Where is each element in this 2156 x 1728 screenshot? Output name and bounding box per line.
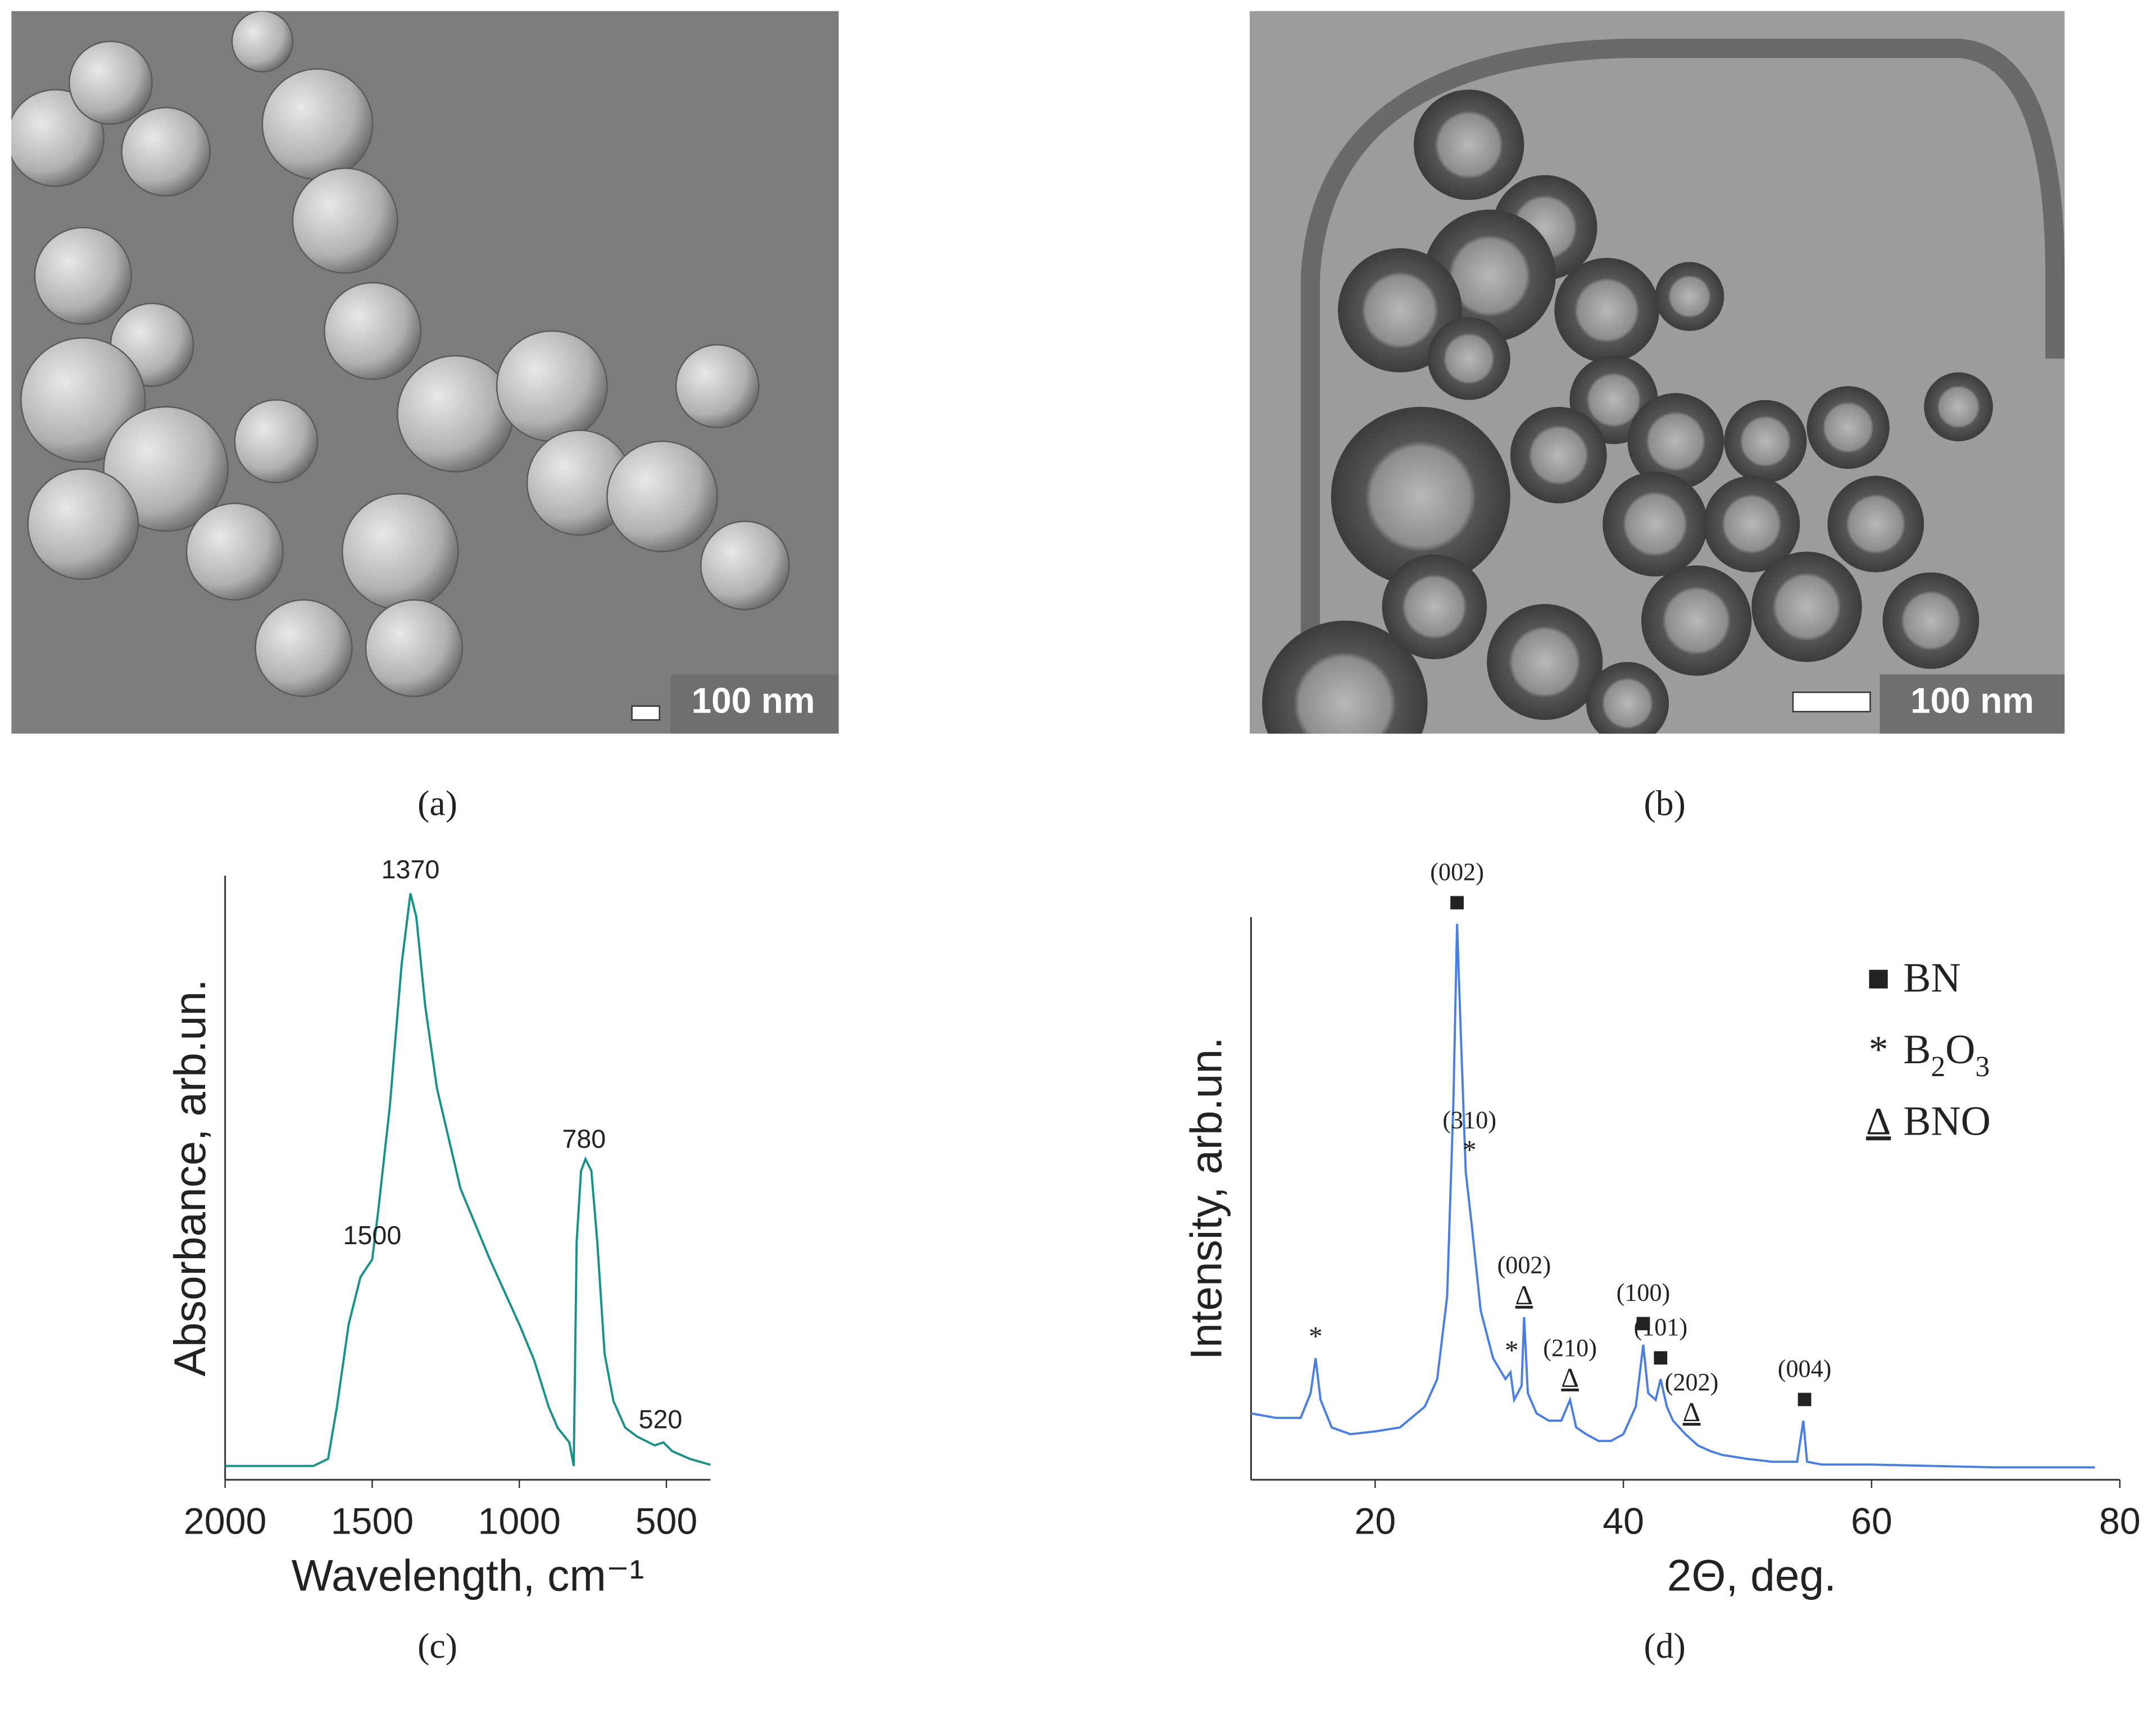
legend-symbol: ■	[1867, 956, 1890, 999]
x-tick-label: 500	[636, 1500, 698, 1542]
panel-label: (c)	[417, 1626, 457, 1666]
peak-label: (002)	[1430, 858, 1484, 886]
peak-marker: ■	[1449, 886, 1465, 917]
peak-label: (210)	[1543, 1334, 1597, 1362]
peak-marker: *	[1505, 1335, 1519, 1366]
x-tick-label: 1500	[331, 1500, 414, 1542]
x-tick-label: 2000	[184, 1500, 266, 1542]
scale-bar-label: 100 nm	[692, 680, 815, 720]
legend-label: BN	[1903, 954, 1960, 1000]
peak-label: (202)	[1665, 1368, 1719, 1396]
x-tick-label: 20	[1355, 1500, 1396, 1542]
data-line	[1251, 923, 2095, 1469]
x-axis-title: 2Θ, deg.	[1667, 1551, 1836, 1600]
data-line	[225, 893, 711, 1467]
panel-label: (b)	[1644, 783, 1686, 823]
x-axis-title: Wavelength, cm⁻¹	[292, 1551, 644, 1600]
peak-label: 520	[639, 1405, 683, 1434]
peak-label: (004)	[1778, 1355, 1832, 1382]
y-axis-title: Absorbance, arb.un.	[165, 979, 215, 1376]
peak-marker: ■	[1796, 1383, 1813, 1414]
peak-label: 1370	[382, 855, 440, 884]
legend-symbol: Δ	[1866, 1100, 1891, 1142]
x-tick-label: 80	[2099, 1500, 2141, 1542]
peak-marker: Δ	[1515, 1280, 1533, 1310]
legend-label: B2O3	[1903, 1026, 1990, 1083]
x-tick-label: 40	[1603, 1500, 1644, 1542]
peak-marker: Δ	[1683, 1396, 1701, 1427]
panel-label: (d)	[1644, 1626, 1686, 1666]
peak-label: 780	[562, 1124, 606, 1154]
y-axis-title: Intensity, arb.un.	[1182, 1037, 1231, 1360]
micrograph-a: 100 nm	[11, 11, 839, 734]
peak-marker: ■	[1653, 1341, 1669, 1372]
panel-label: (a)	[417, 783, 457, 823]
x-tick-label: 1000	[478, 1500, 560, 1542]
peak-label: 1500	[343, 1221, 402, 1250]
peak-label: (101)	[1634, 1313, 1688, 1341]
peak-marker: ■	[1635, 1307, 1652, 1338]
peak-label: (002)	[1497, 1251, 1551, 1279]
peak-label: (100)	[1617, 1279, 1671, 1307]
peak-marker: *	[1309, 1321, 1323, 1351]
peak-label: (310)	[1442, 1106, 1496, 1133]
peak-marker: Δ	[1561, 1362, 1579, 1393]
scale-bar-label: 100 nm	[1910, 680, 2034, 720]
legend-symbol: *	[1869, 1028, 1888, 1071]
peak-marker: *	[1463, 1134, 1477, 1165]
legend-label: BNO	[1903, 1097, 1990, 1144]
x-tick-label: 60	[1851, 1500, 1892, 1542]
micrograph-b: 100 nm	[1250, 11, 2065, 734]
